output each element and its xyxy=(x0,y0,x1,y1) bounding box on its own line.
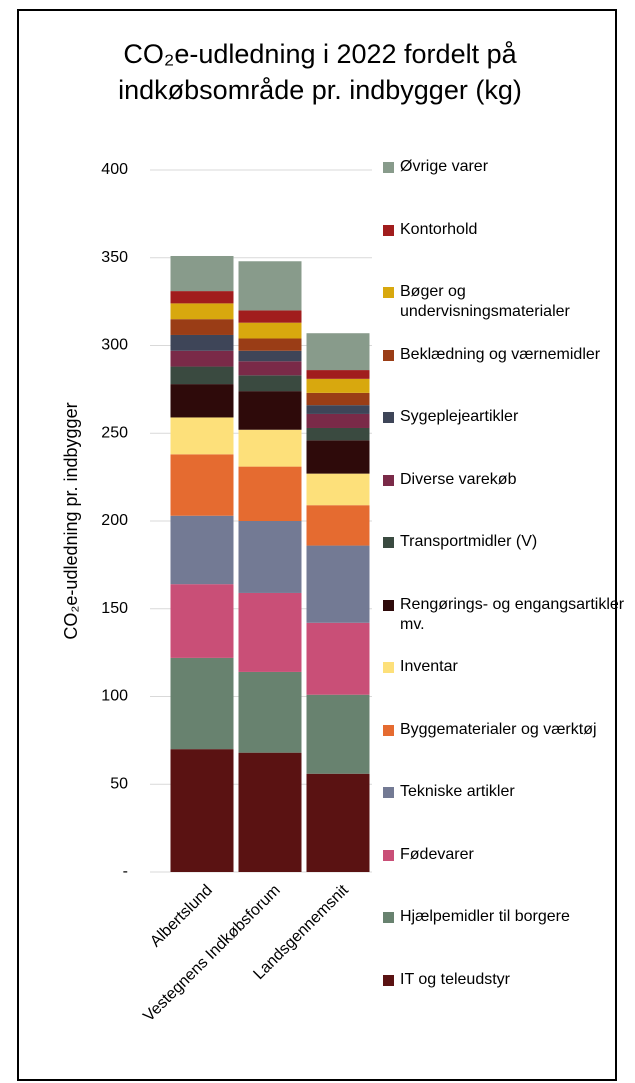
bar-segment xyxy=(170,749,234,872)
bar-segment xyxy=(170,657,234,750)
legend-label: Transportmidler (V) xyxy=(400,533,538,550)
bar-segment xyxy=(170,584,234,658)
bar-segment xyxy=(170,319,234,335)
bar-segment xyxy=(306,413,370,428)
legend-swatch xyxy=(383,537,394,548)
frame xyxy=(17,9,617,1081)
legend-swatch xyxy=(383,474,394,486)
bar-segment xyxy=(238,671,302,753)
legend-swatch xyxy=(383,349,394,361)
bar-segment xyxy=(306,333,370,371)
bar-segment xyxy=(170,303,234,320)
legend-swatch xyxy=(383,787,394,798)
legend-swatch xyxy=(383,412,394,423)
bar-segment xyxy=(306,545,370,623)
y-tick-label: - xyxy=(123,863,128,880)
bar-segment xyxy=(238,752,302,872)
legend-label: Byggematerialer og værktøj xyxy=(400,720,597,738)
y-tick-label: 350 xyxy=(101,249,128,266)
bar-segment xyxy=(306,622,370,695)
x-tick-label: Vestegnens Indkøbsforum xyxy=(140,882,283,1025)
legend-swatch xyxy=(383,599,394,611)
bar-segment xyxy=(306,694,370,774)
bar-segment xyxy=(170,291,234,304)
bar-segment xyxy=(238,592,302,672)
bar-segment xyxy=(306,392,370,406)
legend-swatch xyxy=(383,224,394,236)
y-tick-label: 300 xyxy=(101,337,128,354)
legend-label: Kontorhold xyxy=(400,220,478,238)
y-tick-label: 100 xyxy=(101,688,128,705)
bar-segment xyxy=(238,375,302,392)
y-tick-label: 400 xyxy=(101,161,128,178)
bar-segment xyxy=(238,466,302,521)
legend-swatch xyxy=(383,662,394,673)
bar-segment xyxy=(238,391,302,430)
legend-label: Fødevarer xyxy=(400,845,474,863)
bar-segment xyxy=(238,322,302,339)
x-tick-label: Albertslund xyxy=(147,882,216,951)
y-tick-label: 150 xyxy=(101,600,128,617)
bar-segment xyxy=(238,310,302,323)
legend-label: Beklædning og værnemidler xyxy=(400,345,601,363)
bar-segment xyxy=(306,440,370,474)
legend-swatch xyxy=(383,912,394,923)
bar-segment xyxy=(306,405,370,414)
bar-segment xyxy=(238,338,302,351)
legend-swatch xyxy=(383,287,394,298)
legend-swatch xyxy=(383,724,394,736)
bar-segment xyxy=(306,378,370,393)
y-tick-label: 250 xyxy=(101,424,128,441)
bar-segment xyxy=(170,384,234,418)
bar-segment xyxy=(306,773,370,872)
bar-segment xyxy=(306,473,370,506)
bar-segment xyxy=(238,361,302,376)
bar-segment xyxy=(238,429,302,467)
bar-segment xyxy=(306,370,370,379)
bar-segment xyxy=(170,334,234,351)
legend-label: Diverse varekøb xyxy=(400,470,517,488)
chart-title: CO₂e-udledning i 2022 fordelt på indkøbs… xyxy=(118,39,522,105)
y-tick-label: 50 xyxy=(110,775,128,792)
y-tick-label: 200 xyxy=(101,512,128,529)
legend-label: Hjælpemidler til borgere xyxy=(400,908,570,925)
bar-segment xyxy=(170,417,234,455)
bar-segment xyxy=(170,515,234,585)
legend-label: Tekniske artikler xyxy=(400,783,515,800)
legend-label: Inventar xyxy=(400,658,458,675)
legend-label: Rengørings- og engangsartikler mv. xyxy=(400,595,625,633)
bar-segment xyxy=(238,521,302,593)
bar-segment xyxy=(238,261,302,311)
legend-label: Sygeplejeartikler xyxy=(400,408,519,425)
bar-segment xyxy=(238,350,302,362)
y-axis-label: CO₂e-udledning pr. indbygger xyxy=(61,402,81,639)
bar-segment xyxy=(170,454,234,516)
bar-segment xyxy=(306,505,370,546)
legend-swatch xyxy=(383,849,394,861)
bar-segment xyxy=(170,255,234,292)
bar-segment xyxy=(306,427,370,441)
bar-segment xyxy=(170,350,234,367)
legend-label: IT og teleudstyr xyxy=(400,970,510,988)
legend-swatch xyxy=(383,162,394,173)
legend-label: Bøger og undervisningsmaterialer xyxy=(400,283,570,320)
legend-label: Øvrige varer xyxy=(400,158,489,175)
legend-swatch xyxy=(383,974,394,986)
bar-segment xyxy=(170,366,234,385)
